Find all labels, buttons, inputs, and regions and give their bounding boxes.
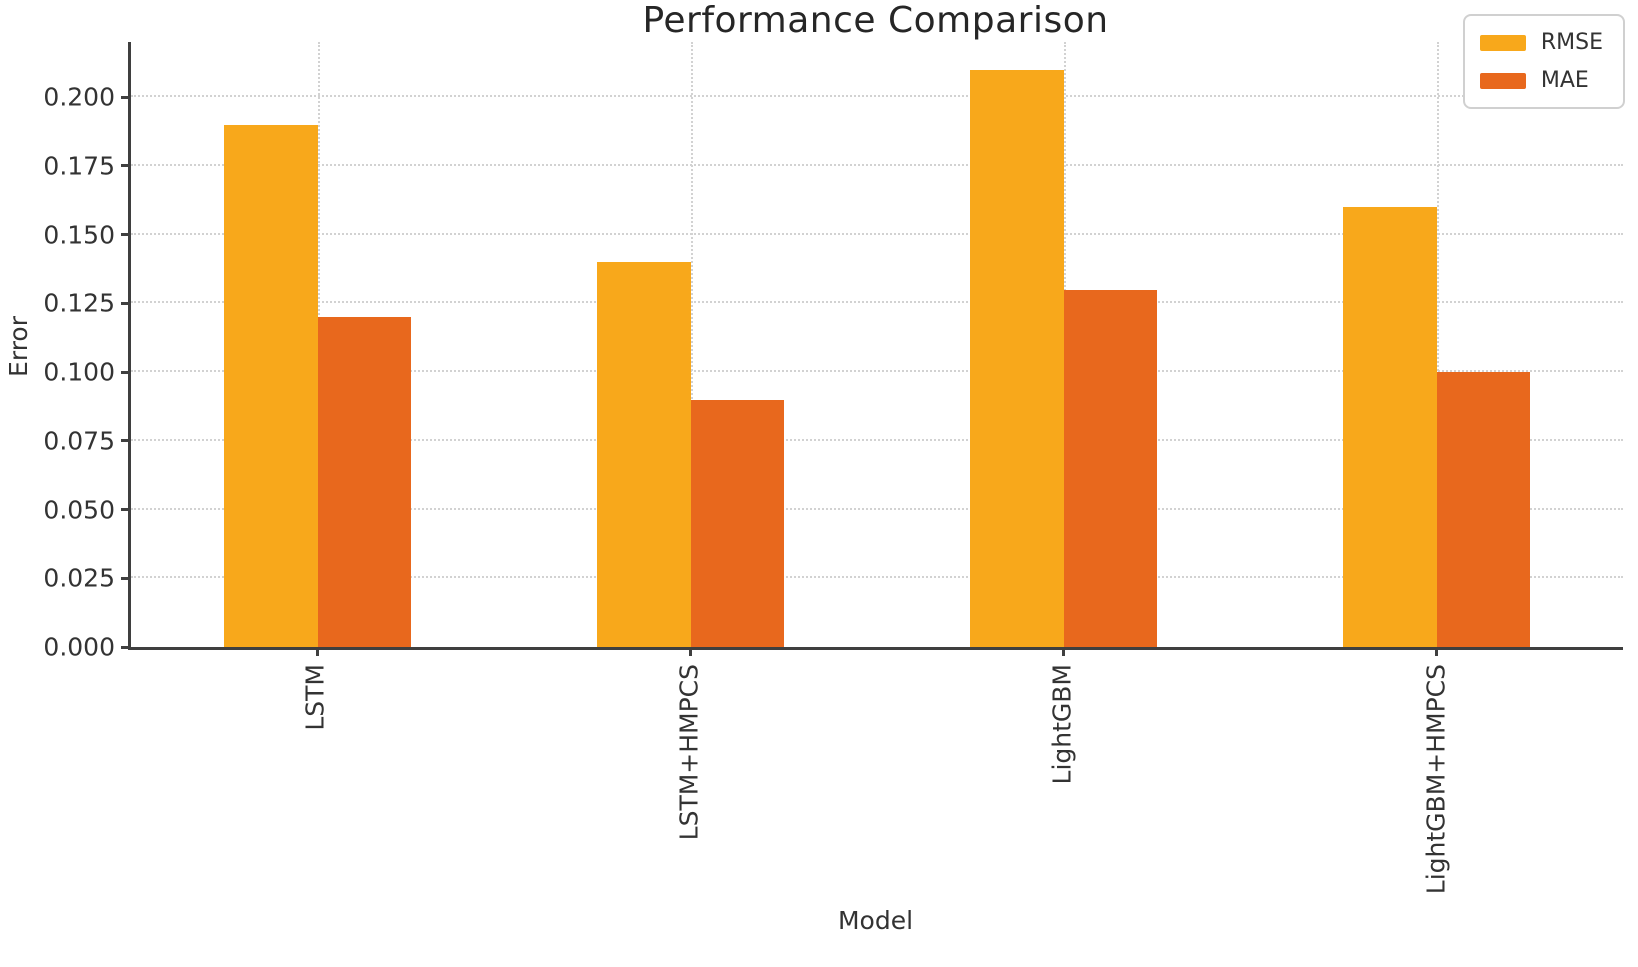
x-axis-tick-labels: LSTM LSTM+HMPCS LightGBM LightGBM+HMPCS (128, 664, 1623, 909)
y-axis-label-wrap: Error (4, 42, 33, 650)
grid-layer (131, 42, 1623, 647)
y-tick-mark (121, 164, 131, 168)
legend-swatch-rmse (1479, 34, 1526, 51)
bars-layer (131, 42, 1623, 647)
y-gridline (131, 507, 1623, 510)
y-tick-mark (121, 508, 131, 511)
x-category-label-lstm-hmpcs: LSTM+HMPCS (674, 664, 704, 841)
bar-mae-lightgbm (1063, 289, 1157, 647)
y-gridline (131, 576, 1623, 579)
x-gridline (1436, 42, 1439, 647)
y-tick-label: 0.075 (43, 426, 115, 456)
x-category-label-lstm: LSTM (300, 664, 330, 731)
bar-rmse-lstm (224, 124, 318, 647)
y-tick-label: 0.000 (43, 632, 115, 662)
bar-rmse-lightgbm (970, 69, 1064, 647)
bar-mae-lightgbm-hmpcs (1436, 372, 1530, 647)
y-tick-label: 0.050 (43, 495, 115, 524)
y-tick-mark (121, 370, 131, 374)
y-tick-label: 0.100 (43, 357, 115, 387)
y-tick-mark (121, 645, 131, 649)
x-tick-mark (1062, 647, 1065, 656)
y-tick-mark (121, 233, 131, 236)
y-gridline (131, 95, 1623, 97)
x-gridline (690, 42, 693, 647)
bar-mae-lstm-hmpcs (690, 399, 784, 647)
y-gridline (131, 438, 1623, 441)
y-tick-label: 0.200 (43, 82, 115, 112)
legend-swatch-mae (1479, 72, 1526, 89)
chart-title: Performance Comparison (642, 0, 1109, 41)
y-gridline (131, 163, 1623, 166)
y-tick-label: 0.125 (43, 288, 115, 318)
y-axis-label: Error (4, 315, 33, 377)
y-tick-mark (121, 439, 131, 443)
legend-label-rmse: RMSE (1540, 30, 1603, 55)
x-tick-mark (316, 647, 319, 656)
x-category-label-lightgbm: LightGBM (1047, 664, 1077, 785)
y-tick-mark (121, 576, 131, 580)
y-tick-mark (121, 95, 131, 99)
x-tick-mark (689, 647, 692, 656)
y-tick-mark (121, 301, 131, 305)
bar-rmse-lstm-hmpcs (597, 262, 691, 647)
plot-area: 0.000 0.025 0.050 0.075 0.100 0.125 0.150 0.175… (43, 42, 1623, 662)
y-tick-label: 0.150 (43, 220, 115, 249)
x-category-label-lightgbm-hmpcs: LightGBM+HMPCS (1421, 664, 1451, 895)
y-gridline (131, 232, 1623, 235)
bar-mae-lstm (317, 317, 411, 647)
x-tick-mark (1435, 647, 1438, 656)
x-axis-label: Model (837, 906, 914, 935)
legend-label-mae: MAE (1540, 68, 1589, 93)
bar-rmse-lightgbm-hmpcs (1343, 207, 1437, 647)
y-gridline (131, 370, 1623, 372)
y-gridline (131, 301, 1623, 304)
y-tick-label: 0.025 (43, 563, 115, 593)
legend-item-rmse: RMSE (1479, 30, 1603, 55)
legend: RMSE MAE (1462, 14, 1625, 109)
y-tick-label: 0.175 (43, 151, 115, 181)
legend-item-mae: MAE (1479, 68, 1603, 93)
